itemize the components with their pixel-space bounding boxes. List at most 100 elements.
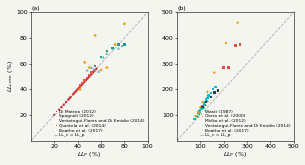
Wasti (1987) bbox=[192, 117, 197, 120]
Wasti (1987) bbox=[198, 108, 203, 111]
Di Matteo (2012) bbox=[54, 111, 59, 114]
Otero et al. (2000) bbox=[200, 101, 205, 103]
Spagnoli (2012) bbox=[77, 84, 82, 87]
Spagnoli (2012) bbox=[89, 71, 94, 74]
Quintela et al. (2014) bbox=[77, 88, 82, 91]
Otero et al. (2000) bbox=[235, 21, 240, 24]
Di Matteo (2012) bbox=[61, 103, 66, 106]
Mičko et al. (2012) bbox=[195, 115, 200, 117]
Spagnoli (2012) bbox=[87, 74, 92, 77]
Legend: Wasti (1987), Otero et al. (2000), Mičko et al. (2012), Verástegui-Flores and Di: Wasti (1987), Otero et al. (2000), Mičko… bbox=[199, 109, 291, 138]
Verástegui-Flores and Di Emidio (2014) bbox=[120, 44, 124, 47]
Di Matteo (2012) bbox=[57, 108, 62, 111]
Mičko et al. (2012) bbox=[198, 111, 203, 113]
Di Matteo (2012) bbox=[79, 84, 84, 87]
Di Matteo (2012) bbox=[72, 92, 77, 94]
Verástegui-Flores and Di Emidio (2014) bbox=[84, 69, 89, 71]
Quintela et al. (2014) bbox=[93, 34, 98, 37]
Wasti (1987) bbox=[204, 98, 209, 101]
Verástegui-Flores and Di Emidio (2014) bbox=[116, 47, 121, 49]
Boatho et al. (2017) bbox=[116, 43, 121, 46]
Spagnoli (2012) bbox=[82, 79, 87, 82]
Otero et al. (2000) bbox=[212, 71, 217, 74]
Boatho et al. (2017) bbox=[204, 101, 209, 103]
Wasti (1987) bbox=[213, 85, 218, 88]
Boatho et al. (2017) bbox=[200, 106, 205, 109]
Di Matteo (2012) bbox=[75, 88, 80, 91]
Di Matteo (2012) bbox=[67, 97, 72, 100]
Otero et al. (2000) bbox=[224, 42, 228, 44]
Di Matteo (2012) bbox=[77, 85, 82, 88]
Quintela et al. (2014) bbox=[122, 23, 127, 25]
Di Matteo (2012) bbox=[73, 91, 78, 93]
Verástegui-Flores and Di Emidio (2014) bbox=[233, 44, 238, 47]
Otero et al. (2000) bbox=[198, 106, 203, 109]
Verástegui-Flores and Di Emidio (2014) bbox=[104, 52, 109, 55]
Di Matteo (2012) bbox=[89, 73, 94, 75]
Boatho et al. (2017) bbox=[104, 50, 109, 52]
Mičko et al. (2012) bbox=[197, 112, 202, 115]
Verástegui-Flores and Di Emidio (2014) bbox=[110, 47, 115, 49]
Di Matteo (2012) bbox=[81, 82, 86, 84]
Wasti (1987) bbox=[197, 110, 202, 112]
Verástegui-Flores and Di Emidio (2014) bbox=[96, 70, 101, 73]
Wasti (1987) bbox=[201, 103, 206, 106]
Boatho et al. (2017) bbox=[122, 43, 127, 46]
Boatho et al. (2017) bbox=[215, 89, 220, 92]
Di Matteo (2012) bbox=[93, 69, 98, 71]
Di Matteo (2012) bbox=[92, 70, 96, 73]
Wasti (1987) bbox=[208, 92, 213, 94]
Mičko et al. (2012) bbox=[203, 103, 208, 106]
Di Matteo (2012) bbox=[82, 80, 87, 83]
Verástegui-Flores and Di Emidio (2014) bbox=[226, 66, 231, 69]
Di Matteo (2012) bbox=[86, 76, 91, 79]
Di Matteo (2012) bbox=[84, 78, 89, 80]
Boatho et al. (2017) bbox=[99, 56, 103, 59]
Wasti (1987) bbox=[196, 111, 200, 114]
Di Matteo (2012) bbox=[87, 75, 92, 78]
Wasti (1987) bbox=[205, 97, 210, 100]
Di Matteo (2012) bbox=[88, 74, 93, 77]
Boatho et al. (2017) bbox=[93, 65, 98, 67]
Di Matteo (2012) bbox=[83, 79, 88, 82]
Di Matteo (2012) bbox=[77, 87, 81, 89]
Di Matteo (2012) bbox=[74, 89, 79, 92]
X-axis label: $LL_P$ (%): $LL_P$ (%) bbox=[77, 150, 101, 159]
Mičko et al. (2012) bbox=[200, 108, 205, 111]
Mičko et al. (2012) bbox=[205, 99, 210, 102]
Otero et al. (2000) bbox=[205, 91, 210, 93]
Di Matteo (2012) bbox=[66, 98, 71, 101]
Verástegui-Flores and Di Emidio (2014) bbox=[101, 56, 106, 59]
Wasti (1987) bbox=[199, 107, 204, 110]
Quintela et al. (2014) bbox=[113, 43, 117, 46]
Text: (b): (b) bbox=[177, 6, 186, 11]
Wasti (1987) bbox=[200, 105, 205, 107]
Verástegui-Flores and Di Emidio (2014) bbox=[89, 66, 94, 69]
X-axis label: $LL_P$ (%): $LL_P$ (%) bbox=[223, 150, 247, 159]
Di Matteo (2012) bbox=[68, 96, 73, 98]
Di Matteo (2012) bbox=[63, 101, 68, 103]
Quintela et al. (2014) bbox=[87, 66, 92, 69]
Wasti (1987) bbox=[211, 88, 216, 91]
Boatho et al. (2017) bbox=[110, 47, 115, 49]
Wasti (1987) bbox=[194, 115, 199, 117]
Quintela et al. (2014) bbox=[104, 66, 109, 69]
Verástegui-Flores and Di Emidio (2014) bbox=[221, 66, 226, 69]
Quintela et al. (2014) bbox=[82, 61, 87, 64]
Text: (a): (a) bbox=[31, 6, 40, 11]
Boatho et al. (2017) bbox=[208, 96, 213, 98]
Di Matteo (2012) bbox=[80, 83, 85, 85]
Mičko et al. (2012) bbox=[201, 106, 206, 109]
Verástegui-Flores and Di Emidio (2014) bbox=[93, 69, 98, 71]
Di Matteo (2012) bbox=[90, 71, 95, 74]
Di Matteo (2012) bbox=[94, 67, 99, 70]
Di Matteo (2012) bbox=[52, 114, 57, 116]
Wasti (1987) bbox=[206, 94, 211, 97]
Wasti (1987) bbox=[203, 101, 207, 103]
Verástegui-Flores and Di Emidio (2014) bbox=[238, 43, 242, 46]
Di Matteo (2012) bbox=[70, 93, 75, 96]
Di Matteo (2012) bbox=[59, 106, 64, 109]
Quintela et al. (2014) bbox=[99, 69, 103, 71]
Y-axis label: $LL_{cone}$ (%): $LL_{cone}$ (%) bbox=[5, 61, 15, 92]
Legend: Di Matteo (2012), Spagnoli (2012), Verástegui-Flores and Di Emidio (2014), Quint: Di Matteo (2012), Spagnoli (2012), Verás… bbox=[53, 109, 145, 138]
